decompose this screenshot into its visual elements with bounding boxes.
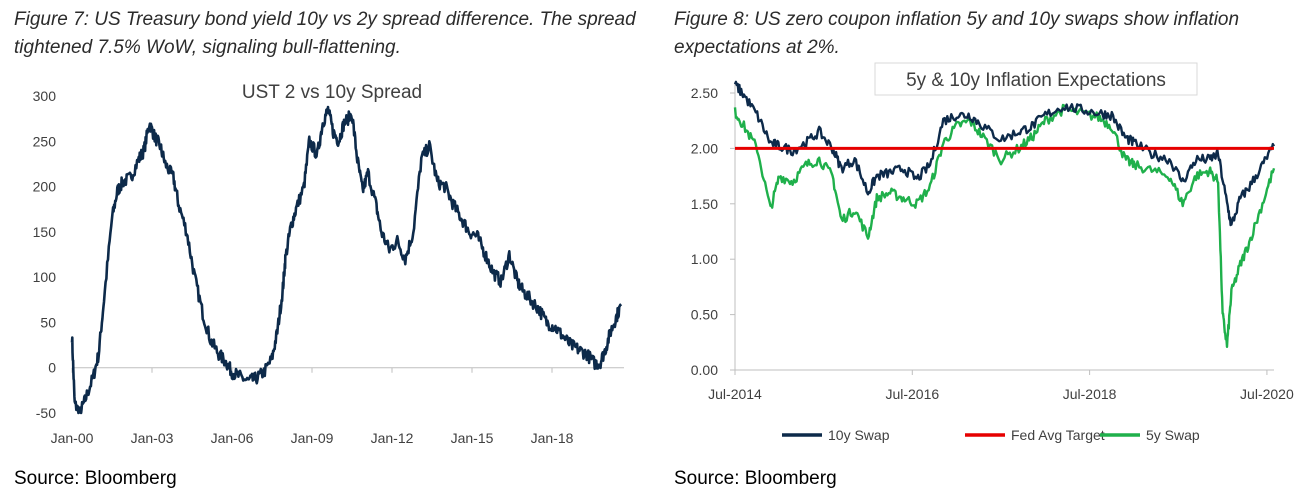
y-tick-label-5: 0.00 [691, 362, 718, 378]
x-tick-label-1: Jan-03 [131, 430, 174, 446]
inflation-chart: 2.50 2.00 1.50 1.00 0.50 0.00 Jul-2014 Jul-2016… [691, 62, 1294, 443]
chart-title: 5y & 10y Inflation Expectations [906, 70, 1166, 91]
legend-label-fed-avg-target: Fed Avg Target [1011, 427, 1105, 443]
y-tick-label-7: -50 [36, 405, 56, 421]
y-tick-label-2: 200 [33, 179, 57, 195]
spread-chart: UST 2 vs 10y Spread 300 250 200 150 100 50 0 -50… [33, 82, 624, 446]
x-tick-label-1: Jul-2016 [885, 386, 939, 402]
chart-title-frame [874, 62, 1198, 96]
spread-series-line [70, 105, 623, 415]
y-tick-label-0: 300 [33, 88, 57, 104]
y-tick-label-2: 1.50 [691, 196, 718, 212]
legend-label-5y-swap: 5y Swap [1146, 427, 1200, 443]
x-tick-label-0: Jan-00 [51, 430, 94, 446]
y-tick-label-3: 1.00 [691, 251, 718, 267]
legend-label-10y-swap: 10y Swap [828, 427, 890, 443]
x-tick-label-5: Jan-15 [451, 430, 494, 446]
chart-title: UST 2 vs 10y Spread [242, 82, 422, 103]
x-tick-label-2: Jan-06 [211, 430, 254, 446]
figure-8-panel: Figure 8: US zero coupon inflation 5y an… [660, 0, 1304, 501]
figure-7-caption: Figure 7: US Treasury bond yield 10y vs … [14, 9, 636, 58]
x-tick-label-0: Jul-2014 [708, 386, 762, 402]
figure-7-source: Source: Bloomberg [14, 468, 177, 489]
y-tick-label-1: 2.00 [691, 140, 718, 156]
y-tick-label-4: 100 [33, 269, 57, 285]
figure-7-panel: Figure 7: US Treasury bond yield 10y vs … [0, 0, 650, 501]
x-tick-label-3: Jan-09 [291, 430, 334, 446]
y-tick-label-0: 2.50 [691, 85, 718, 101]
x-tick-label-4: Jan-12 [371, 430, 414, 446]
x-tick-label-6: Jan-18 [531, 430, 574, 446]
chart-title-box: 5y & 10y Inflation Expectations [874, 62, 1198, 96]
figure-8-caption: Figure 8: US zero coupon inflation 5y an… [674, 9, 1240, 58]
y-tick-label-6: 0 [48, 360, 56, 376]
figure-8-source: Source: Bloomberg [674, 468, 837, 489]
y-tick-label-5: 50 [40, 314, 56, 330]
y-tick-label-3: 150 [33, 224, 57, 240]
y-tick-label-4: 0.50 [691, 307, 718, 323]
x-tick-label-3: Jul-2020 [1240, 386, 1294, 402]
x-tick-label-2: Jul-2018 [1063, 386, 1117, 402]
series-line-10y-swap [733, 80, 1276, 227]
series-line-5y-swap [733, 103, 1276, 348]
y-tick-label-1: 250 [33, 133, 57, 149]
